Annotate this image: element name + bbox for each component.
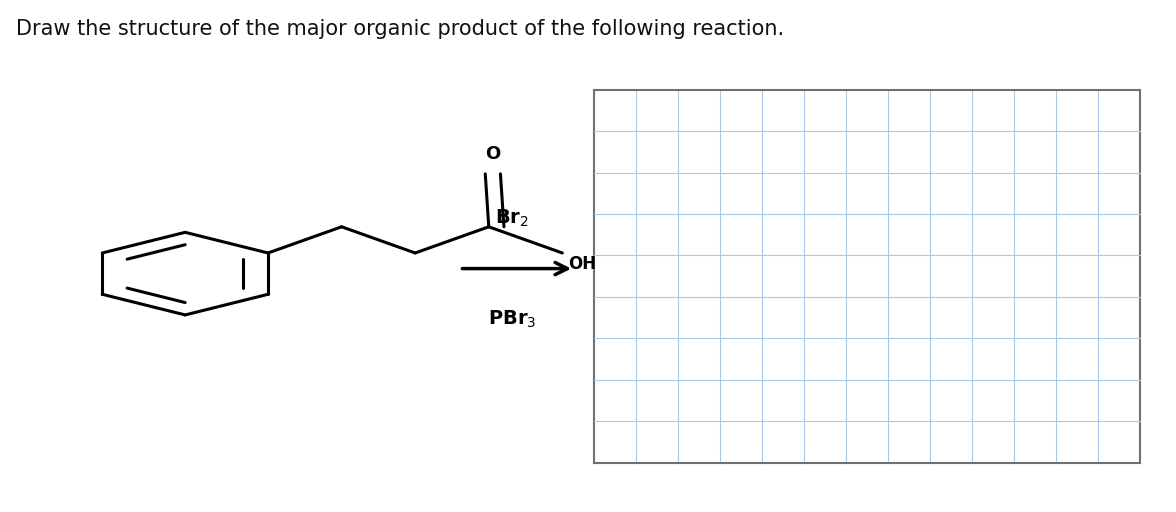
Text: O: O bbox=[486, 145, 501, 163]
Text: Draw the structure of the major organic product of the following reaction.: Draw the structure of the major organic … bbox=[15, 19, 784, 39]
Text: OH: OH bbox=[568, 255, 596, 273]
Text: PBr$_3$: PBr$_3$ bbox=[488, 308, 536, 330]
Text: Br$_2$: Br$_2$ bbox=[495, 207, 529, 229]
